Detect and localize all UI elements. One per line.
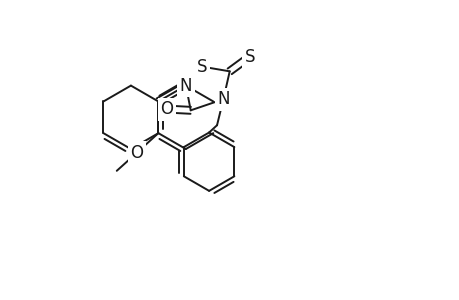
Text: S: S: [196, 58, 207, 76]
Text: S: S: [244, 47, 255, 65]
Text: O: O: [160, 100, 173, 118]
Text: O: O: [130, 144, 143, 162]
Text: N: N: [217, 90, 229, 108]
Text: N: N: [179, 76, 192, 94]
